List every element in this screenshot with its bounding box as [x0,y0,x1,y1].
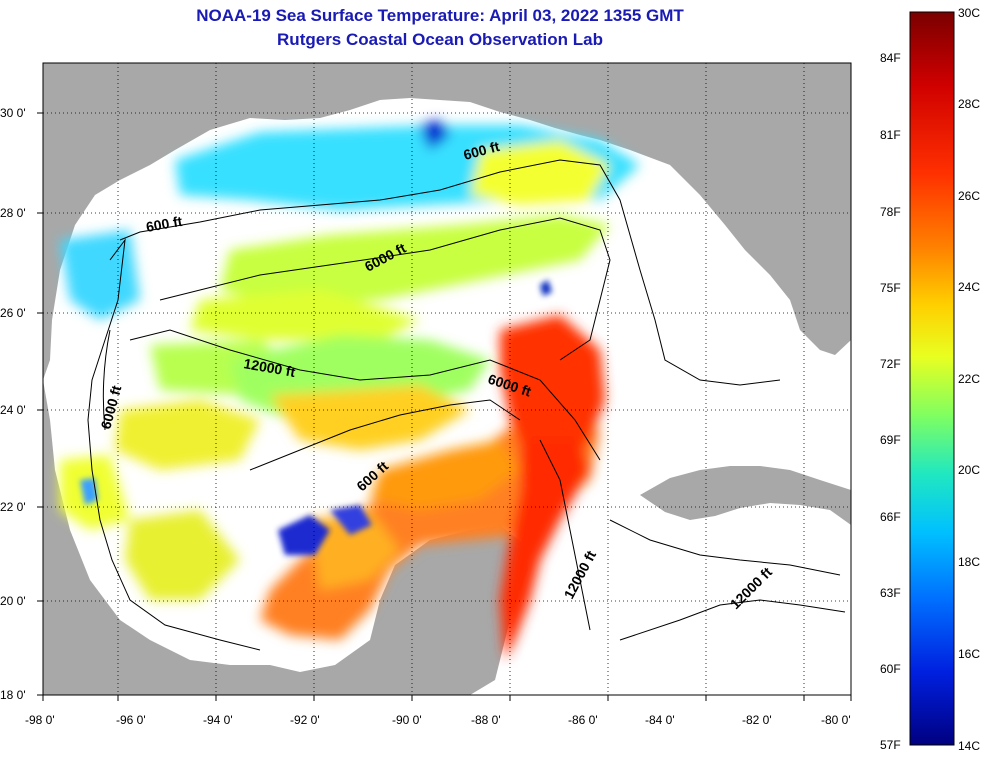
y-tick-label: 30 0' [0,106,26,120]
fahrenheit-label: 81F [880,128,901,142]
fahrenheit-label: 63F [880,586,901,600]
fahrenheit-label: 84F [880,51,901,65]
celsius-label: 16C [958,647,980,661]
x-tick-label: -94 0' [203,713,233,727]
y-tick-label: 18 0' [0,688,26,702]
celsius-label: 24C [958,280,980,294]
celsius-label: 22C [958,372,980,386]
fahrenheit-label: 72F [880,357,901,371]
fahrenheit-label: 75F [880,281,901,295]
cold-patches [80,280,552,555]
celsius-label: 14C [958,739,980,753]
y-tick-label: 24 0' [0,403,26,417]
x-tick-label: -92 0' [290,713,320,727]
bathymetry-contours [87,159,846,651]
y-tick-label: 22 0' [0,500,26,514]
graticule [43,63,851,695]
x-tick-label: -98 0' [25,713,55,727]
colorbar-celsius-labels: 30C 28C 26C 24C 22C 20C 18C 16C 14C [958,6,980,753]
frame-ticks [37,112,852,701]
fahrenheit-label: 57F [880,738,901,752]
land [43,63,851,695]
x-tick-label: -96 0' [116,713,146,727]
x-tick-label: -80 0' [821,713,851,727]
y-tick-label: 20 0' [0,594,26,608]
x-tick-label: -90 0' [392,713,422,727]
y-tick-label: 26 0' [0,306,26,320]
celsius-label: 28C [958,97,980,111]
y-axis-labels: 30 0' 28 0' 26 0' 24 0' 22 0' 20 0' 18 0… [0,106,26,702]
x-axis-labels: -98 0' -96 0' -94 0' -92 0' -90 0' -88 0… [25,713,851,727]
fahrenheit-label: 78F [880,205,901,219]
fahrenheit-label: 69F [880,433,901,447]
map-subtitle: Rutgers Coastal Ocean Observation Lab [277,30,603,49]
fahrenheit-label: 66F [880,510,901,524]
map-frame [42,62,852,696]
x-tick-label: -82 0' [742,713,772,727]
colorbar [909,11,955,746]
map-title: NOAA-19 Sea Surface Temperature: April 0… [196,6,684,25]
fahrenheit-label: 60F [880,662,901,676]
x-tick-label: -84 0' [645,713,675,727]
celsius-label: 20C [958,463,980,477]
x-tick-label: -88 0' [471,713,501,727]
celsius-label: 18C [958,555,980,569]
sst-field [60,120,640,660]
colorbar-fahrenheit-labels: 84F 81F 78F 75F 72F 69F 66F 63F 60F 57F [880,51,901,752]
celsius-label: 26C [958,189,980,203]
x-tick-label: -86 0' [568,713,598,727]
contour-label: 600 ft [145,213,184,235]
celsius-label: 30C [958,6,980,20]
y-tick-label: 28 0' [0,206,26,220]
